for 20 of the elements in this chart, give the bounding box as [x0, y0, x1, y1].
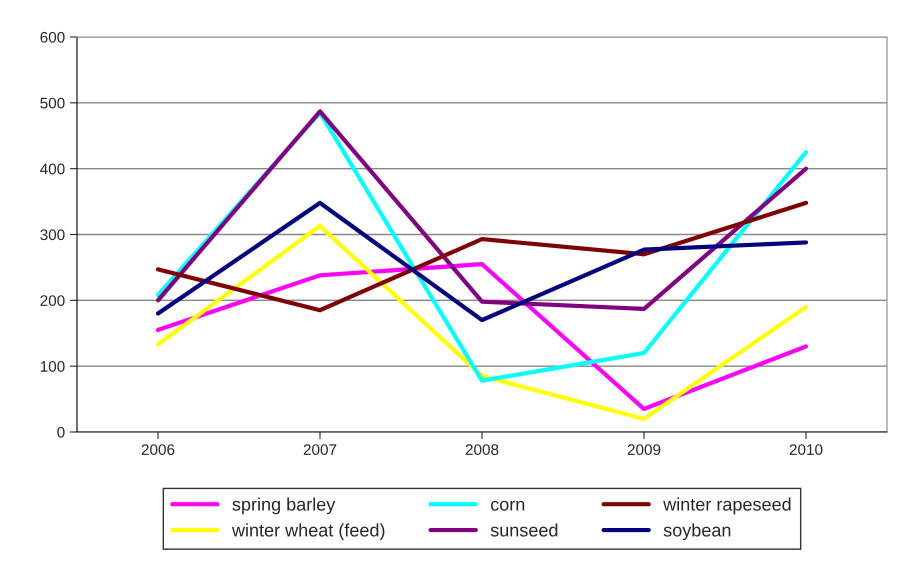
legend-label: winter rapeseed: [663, 497, 790, 514]
y-tick-label: 0: [57, 426, 65, 438]
y-tick-label: 300: [40, 229, 65, 240]
x-tick-label: 2006: [142, 444, 174, 456]
legend-label: sunseed: [490, 523, 558, 537]
y-tick-label: 600: [40, 32, 65, 43]
x-tick-label: 2009: [628, 444, 660, 456]
y-tick-label: 400: [40, 164, 65, 174]
legend-label: soybean: [664, 523, 730, 540]
line-series: [156, 224, 808, 421]
y-tick-label: 500: [40, 98, 65, 109]
line-series: [156, 109, 808, 311]
x-tick-label: 2008: [466, 444, 498, 456]
y-tick-label: 100: [40, 361, 65, 372]
legend-label: winter wheat (feed): [232, 523, 384, 540]
x-tick-label: 2007: [304, 444, 336, 456]
legend-label: spring barley: [232, 497, 336, 514]
legend-label: corn: [490, 500, 524, 511]
x-tick-label: 2010: [790, 444, 822, 456]
y-tick-label: 200: [40, 295, 65, 306]
